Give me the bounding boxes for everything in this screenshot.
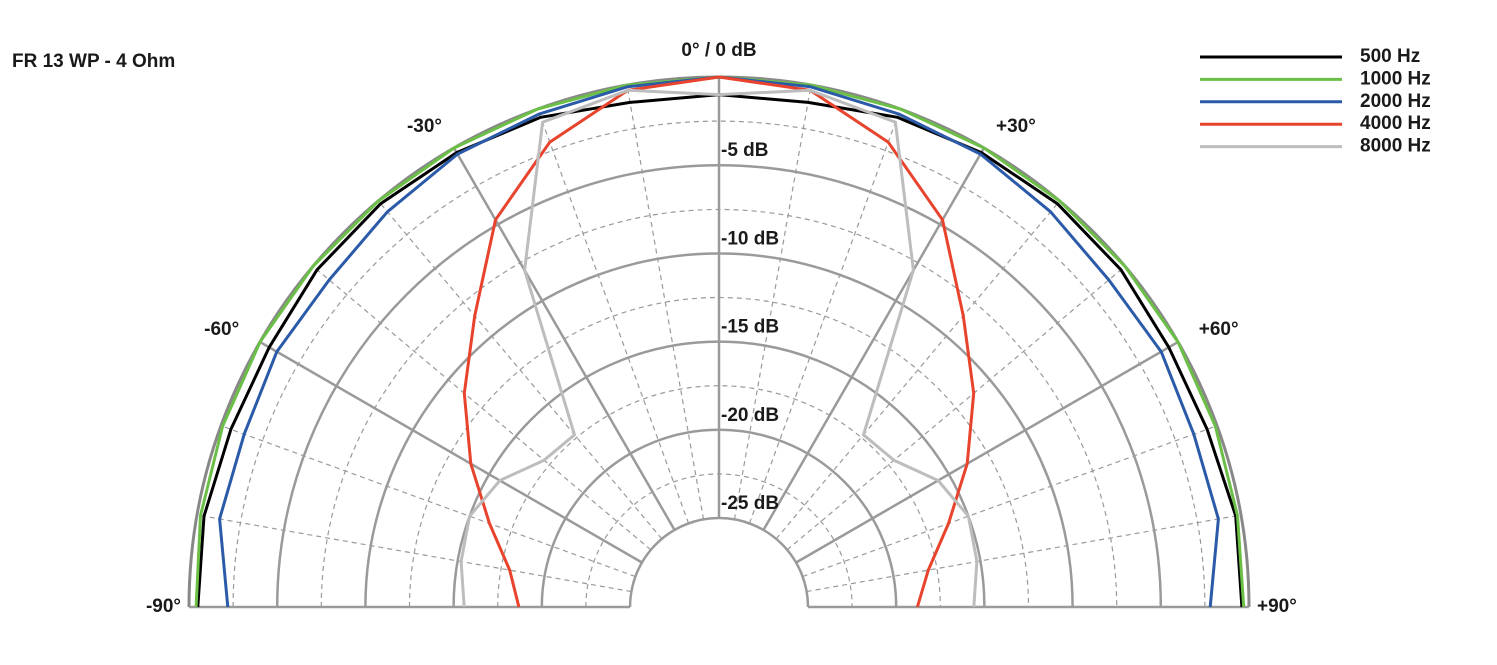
grid-radial bbox=[452, 147, 676, 531]
minor-radial bbox=[626, 84, 705, 520]
db-label: -25 dB bbox=[721, 493, 779, 514]
db-label: -20 dB bbox=[721, 405, 779, 426]
minor-radial bbox=[220, 425, 636, 578]
minor-radial bbox=[312, 265, 652, 551]
grid-radial bbox=[762, 147, 986, 531]
angle-label: +90° bbox=[1257, 596, 1297, 617]
grid-radial bbox=[259, 340, 643, 564]
legend-label: 4000 Hz bbox=[1360, 113, 1431, 134]
db-label: -10 dB bbox=[721, 228, 779, 249]
angle-label: -60° bbox=[204, 319, 239, 340]
chart-title: FR 13 WP - 4 Ohm bbox=[12, 51, 175, 72]
db-label: -5 dB bbox=[721, 140, 769, 161]
series-line bbox=[462, 75, 976, 608]
minor-ring bbox=[408, 296, 1030, 608]
angle-label: -90° bbox=[146, 596, 181, 617]
legend-label: 2000 Hz bbox=[1360, 91, 1431, 112]
minor-radial bbox=[196, 514, 632, 593]
minor-radial bbox=[802, 425, 1218, 578]
grid-radial bbox=[795, 340, 1179, 564]
minor-radial bbox=[748, 108, 901, 524]
minor-radial bbox=[733, 84, 812, 520]
angle-label: -30° bbox=[407, 116, 442, 137]
grid-ring bbox=[628, 516, 810, 608]
minor-ring bbox=[497, 385, 941, 608]
minor-radial bbox=[377, 200, 663, 540]
legend-label: 500 Hz bbox=[1360, 46, 1420, 67]
angle-label: 0° / 0 dB bbox=[681, 40, 756, 61]
minor-radial bbox=[786, 265, 1126, 551]
legend-label: 8000 Hz bbox=[1360, 136, 1431, 157]
legend-label: 1000 Hz bbox=[1360, 68, 1431, 89]
minor-radial bbox=[806, 514, 1242, 593]
angle-label: +30° bbox=[996, 116, 1036, 137]
angle-label: +60° bbox=[1199, 319, 1239, 340]
db-label: -15 dB bbox=[721, 317, 779, 338]
minor-radial bbox=[537, 108, 690, 524]
minor-radial bbox=[775, 200, 1061, 540]
series-line bbox=[459, 88, 979, 608]
